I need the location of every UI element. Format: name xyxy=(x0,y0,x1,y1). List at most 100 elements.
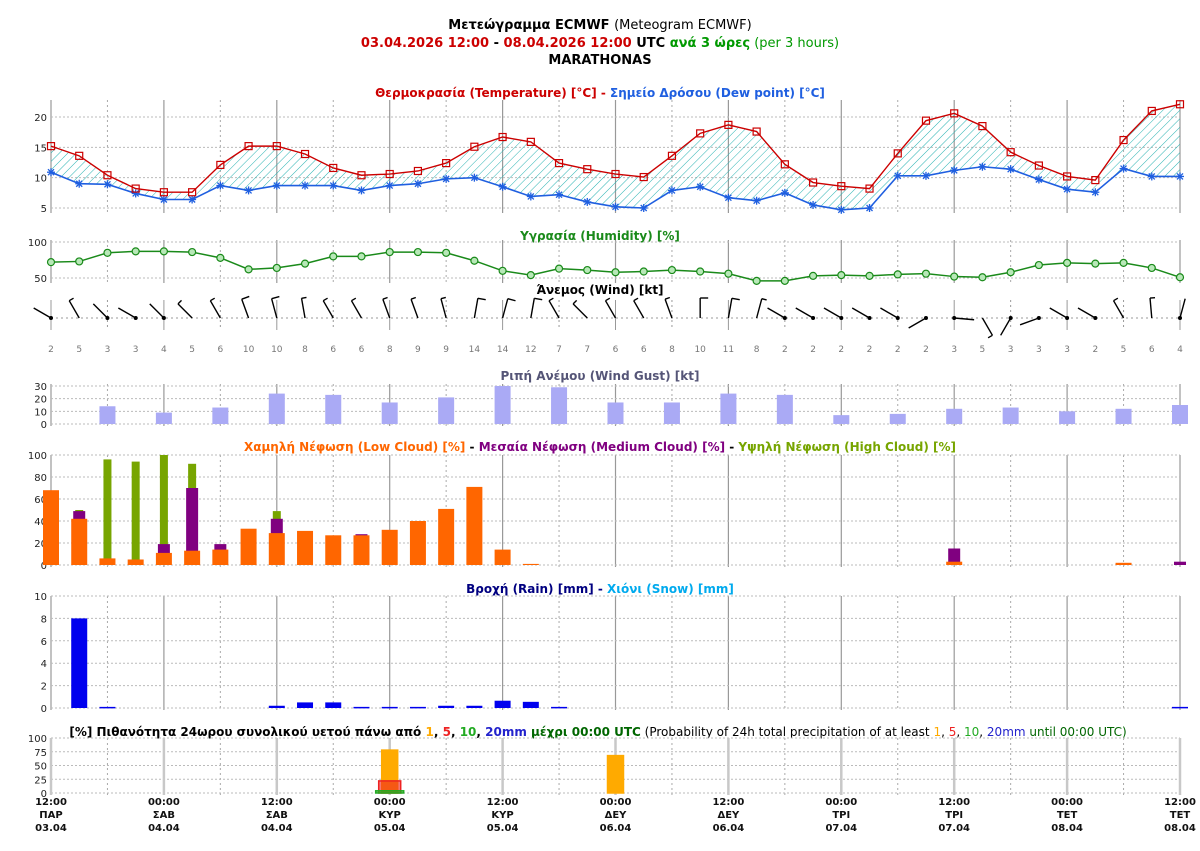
wind-barb-staff xyxy=(954,317,975,321)
gust-bar xyxy=(438,397,455,424)
gust-bar xyxy=(946,408,963,424)
dewpoint-marker-stroke xyxy=(188,196,196,203)
wind-speed-label: 6 xyxy=(330,345,336,355)
wind-speed-label: 2 xyxy=(782,345,788,355)
title-part: , xyxy=(979,725,987,739)
dewpoint-point xyxy=(921,171,930,180)
wind-barb xyxy=(755,298,767,319)
dewpoint-marker-stroke xyxy=(837,206,845,214)
dewpoint-point xyxy=(978,162,987,171)
wind-barb xyxy=(699,297,709,318)
wind-calm-dot xyxy=(105,316,110,320)
title-greek: Μετεώγραμμα ECMWF xyxy=(448,18,610,33)
wind-speed-label: 5 xyxy=(76,345,82,355)
wind-barb-feather xyxy=(351,297,357,302)
dewpoint-point xyxy=(498,182,507,191)
humidity-point xyxy=(526,271,535,280)
title-part: Υψηλή Νέφωση (High Cloud) [%] xyxy=(737,440,956,454)
wind-barb-feather xyxy=(210,297,216,302)
humidity-point xyxy=(244,265,253,274)
wind-barb xyxy=(1077,307,1098,320)
title-part: Μεσαία Νέφωση (Medium Cloud) [%] xyxy=(479,440,725,454)
wind-speed-label: 4 xyxy=(161,345,167,355)
dewpoint-marker-stroke xyxy=(132,189,140,197)
wind-barb xyxy=(795,307,816,320)
rain-bar xyxy=(297,702,314,708)
wind-barb xyxy=(633,297,645,319)
temperature-point xyxy=(780,160,789,169)
humidity-point xyxy=(978,273,987,282)
wind-barb xyxy=(1149,296,1156,319)
dewpoint-marker-stroke xyxy=(978,163,986,171)
dewpoint-point xyxy=(103,180,112,189)
dewpoint-marker-stroke xyxy=(499,183,507,191)
temperature-point xyxy=(244,142,253,151)
humidity-point xyxy=(1006,268,1015,277)
title-part: , xyxy=(956,725,964,739)
gust-bar xyxy=(325,394,342,424)
y-tick-label: 20 xyxy=(34,113,47,124)
dewpoint-marker-stroke xyxy=(724,194,732,202)
title-part: 10 xyxy=(964,725,979,739)
dewpoint-point xyxy=(47,168,55,177)
humidity-point xyxy=(357,252,366,261)
title-part: μέχρι 00:00 UTC xyxy=(527,725,641,739)
dewpoint-marker-stroke xyxy=(470,174,478,182)
wind-calm-dot xyxy=(1065,316,1070,320)
wind-barb xyxy=(92,303,110,320)
title-part: 5 xyxy=(949,725,957,739)
wind-barb-feather xyxy=(572,299,578,305)
dewpoint-marker-stroke xyxy=(781,189,789,197)
wind-barb-staff xyxy=(149,303,165,319)
dewpoint-marker-stroke xyxy=(1120,165,1128,173)
wind-barb-feather xyxy=(241,295,250,300)
wind-calm-dot xyxy=(952,316,957,320)
wind-barb-staff xyxy=(767,307,786,319)
x-axis-date-label: 04.04 xyxy=(261,823,293,834)
x-axis-day-label: ΔΕΥ xyxy=(605,810,628,821)
gust-bar xyxy=(607,402,624,424)
temperature-point xyxy=(188,188,197,197)
title-part: (Probability of 24h total precipitation … xyxy=(641,725,934,739)
wind-speed-label: 2 xyxy=(923,345,929,355)
wind-speed-label: 5 xyxy=(189,345,195,355)
x-axis-day-label: ΣΑΒ xyxy=(153,810,175,821)
dewpoint-marker-stroke xyxy=(301,182,309,190)
chart-subtitle: 03.04.2026 12:00 - 08.04.2026 12:00 UTC … xyxy=(0,35,1200,52)
title-part: Ριπή Ανέμου (Wind Gust) [kt] xyxy=(501,369,700,383)
y-tick-label: 50 xyxy=(34,274,47,285)
humidity-point xyxy=(554,264,564,273)
low-cloud-bar xyxy=(325,535,342,565)
wind-speed-label: 10 xyxy=(694,345,706,355)
dewpoint-point xyxy=(1063,185,1072,194)
wind-barb xyxy=(727,297,740,319)
y-tick-label: 75 xyxy=(34,748,47,759)
title-part: Βροχή (Rain) [mm] xyxy=(466,582,594,596)
x-axis-time-label: 00:00 xyxy=(148,797,180,808)
rain-bar xyxy=(522,701,539,708)
dewpoint-point xyxy=(837,205,846,214)
dewpoint-marker-stroke xyxy=(640,204,648,212)
rain-bar xyxy=(99,706,116,709)
wind-barb-staff xyxy=(880,307,899,319)
wind-barb-feather xyxy=(440,296,446,300)
wind-barb-staff xyxy=(410,298,419,319)
high-cloud-bar xyxy=(131,461,140,565)
dewpoint-marker-stroke xyxy=(555,191,563,199)
wind-barb xyxy=(209,297,221,319)
low-cloud-bar xyxy=(494,549,511,565)
wind-barb-staff xyxy=(322,300,334,319)
dewpoint-marker-stroke xyxy=(894,172,902,180)
title-part: Υγρασία (Humidity) [%] xyxy=(519,229,680,243)
x-axis-time-label: 00:00 xyxy=(825,797,857,808)
dewpoint-marker-stroke xyxy=(329,182,337,190)
wind-barb xyxy=(1019,316,1041,326)
wind-barb-staff xyxy=(350,300,363,319)
temperature-point xyxy=(329,163,338,173)
date-dash: - xyxy=(489,36,504,51)
y-tick-label: 6 xyxy=(41,637,47,648)
dewpoint-point xyxy=(893,171,902,180)
temperature-point xyxy=(1147,106,1156,116)
humidity-point xyxy=(413,247,423,257)
low-cloud-bar xyxy=(522,563,539,565)
